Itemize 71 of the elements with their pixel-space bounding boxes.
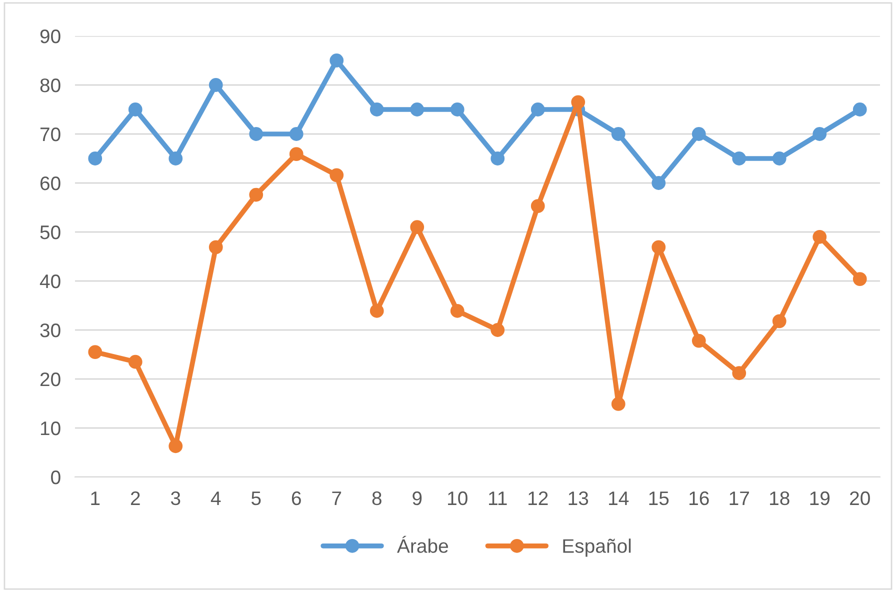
point <box>128 354 142 369</box>
legend-label: Español <box>563 538 631 557</box>
point <box>128 102 142 116</box>
point <box>852 102 867 116</box>
point <box>530 102 545 116</box>
x-tick-label: 11 <box>489 492 507 505</box>
x-tick-label: 3 <box>170 491 180 506</box>
x-tick-label: 8 <box>372 491 382 506</box>
point <box>410 102 424 116</box>
x-tick-label: 7 <box>332 492 342 505</box>
x-tick-label: 20 <box>850 491 870 506</box>
y-tick-label: 90 <box>40 29 60 44</box>
point <box>490 323 505 337</box>
x-tick-label: 16 <box>690 491 709 506</box>
point <box>692 334 706 348</box>
x-tick-label: 18 <box>770 491 790 506</box>
x-tick-label: 14 <box>609 492 629 505</box>
point <box>249 127 264 141</box>
point <box>168 439 183 454</box>
point <box>652 240 666 254</box>
x-tick-label: 1 <box>91 492 100 505</box>
y-tick-label: 0 <box>51 470 60 484</box>
point <box>772 152 786 166</box>
point <box>732 152 746 166</box>
legend-label: Árabe <box>397 536 448 553</box>
x-tick-label: 2 <box>130 491 140 505</box>
x-tick-label: 9 <box>412 491 422 506</box>
point <box>611 127 626 141</box>
y-tick-label: 80 <box>40 78 60 92</box>
point <box>772 314 786 328</box>
x-tick-label: 4 <box>210 492 221 505</box>
point <box>410 220 424 234</box>
point <box>611 397 626 411</box>
point <box>732 366 746 380</box>
y-tick-label: 40 <box>40 274 60 288</box>
point <box>450 304 464 318</box>
point <box>330 168 344 182</box>
point <box>370 102 384 116</box>
y-tick-label: 60 <box>40 176 60 190</box>
point <box>571 95 586 110</box>
point <box>289 127 304 141</box>
point <box>168 152 183 166</box>
y-tick-label: 20 <box>40 372 60 386</box>
x-tick-label: 12 <box>528 491 548 505</box>
point <box>450 102 464 116</box>
point <box>208 78 223 92</box>
x-tick-label: 13 <box>568 491 588 506</box>
x-tick-label: 6 <box>292 491 301 506</box>
point <box>852 272 867 286</box>
point <box>88 152 102 166</box>
x-tick-label: 17 <box>730 492 749 505</box>
point <box>289 147 304 162</box>
x-tick-label: 15 <box>649 492 669 506</box>
y-tick-label: 50 <box>40 225 60 240</box>
x-tick-label: 10 <box>448 491 468 506</box>
point <box>370 304 384 318</box>
point <box>330 54 344 68</box>
point <box>812 127 827 141</box>
x-tick-label: 5 <box>251 492 261 506</box>
point <box>208 240 223 254</box>
y-tick-label: 30 <box>40 323 60 338</box>
point <box>88 345 102 359</box>
point <box>812 230 827 244</box>
point <box>530 199 545 213</box>
point <box>249 188 264 202</box>
x-tick-label: 19 <box>810 491 830 506</box>
y-tick-label: 10 <box>40 421 60 436</box>
y-tick-label: 70 <box>40 127 60 142</box>
point <box>692 127 706 141</box>
point <box>652 176 666 190</box>
point <box>490 152 505 166</box>
